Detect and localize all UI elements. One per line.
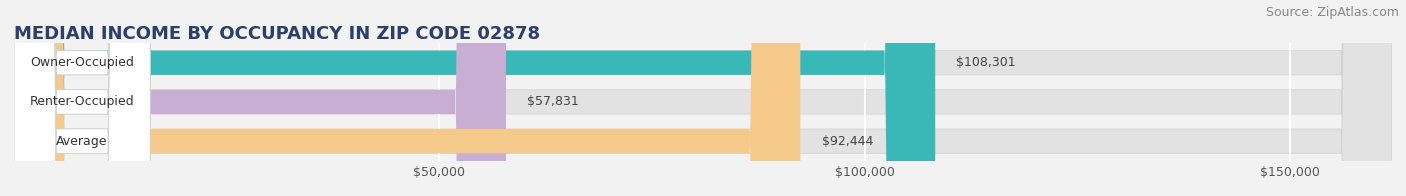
FancyBboxPatch shape [14,0,150,196]
FancyBboxPatch shape [14,0,150,196]
Text: $92,444: $92,444 [821,135,873,148]
Text: $108,301: $108,301 [956,56,1017,69]
FancyBboxPatch shape [14,0,1392,196]
FancyBboxPatch shape [14,0,800,196]
Text: MEDIAN INCOME BY OCCUPANCY IN ZIP CODE 02878: MEDIAN INCOME BY OCCUPANCY IN ZIP CODE 0… [14,25,540,43]
FancyBboxPatch shape [14,0,1392,196]
Text: Owner-Occupied: Owner-Occupied [30,56,134,69]
FancyBboxPatch shape [14,0,506,196]
Text: $57,831: $57,831 [527,95,579,108]
FancyBboxPatch shape [14,0,150,196]
Text: Average: Average [56,135,108,148]
Text: Source: ZipAtlas.com: Source: ZipAtlas.com [1265,6,1399,19]
FancyBboxPatch shape [14,0,935,196]
Text: Renter-Occupied: Renter-Occupied [30,95,135,108]
FancyBboxPatch shape [14,0,1392,196]
